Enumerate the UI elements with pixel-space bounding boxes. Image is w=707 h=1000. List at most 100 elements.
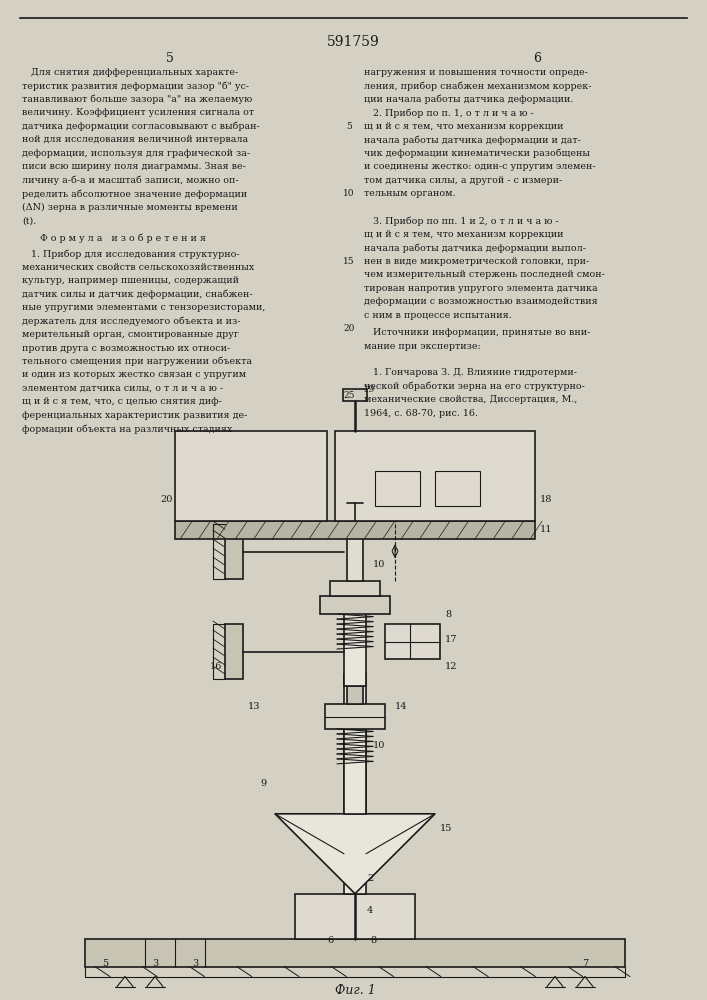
Text: 2: 2	[367, 874, 373, 883]
Text: мерительный орган, смонтированные друг: мерительный орган, смонтированные друг	[22, 330, 239, 339]
Bar	[375, 471, 420, 506]
Text: ные упругими элементами с тензорезисторами,: ные упругими элементами с тензорезистора…	[22, 303, 265, 312]
Text: деформации, используя для графической за-: деформации, используя для графической за…	[22, 149, 250, 158]
Text: и один из которых жестко связан с упругим: и один из которых жестко связан с упруги…	[22, 370, 246, 379]
Text: личину а-б-а и масштаб записи, можно оп-: личину а-б-а и масштаб записи, можно оп-	[22, 176, 239, 185]
Text: ределить абсолютное значение деформации: ределить абсолютное значение деформации	[22, 189, 247, 199]
Text: начала работы датчика деформации и дат-: начала работы датчика деформации и дат-	[364, 135, 581, 145]
Bar	[335, 431, 535, 521]
Text: начала работы датчика деформации выпол-: начала работы датчика деформации выпол-	[364, 243, 586, 253]
Text: тельного смещения при нагружении объекта: тельного смещения при нагружении объекта	[22, 357, 252, 366]
Bar	[295, 894, 415, 939]
Bar	[385, 624, 440, 659]
Text: том датчика силы, а другой - с измери-: том датчика силы, а другой - с измери-	[364, 176, 562, 185]
Text: культур, например пшеницы, содержащий: культур, например пшеницы, содержащий	[22, 276, 239, 285]
Text: 4: 4	[367, 906, 373, 915]
Text: 9: 9	[260, 779, 266, 788]
Text: датчика деформации согласовывают с выбран-: датчика деформации согласовывают с выбра…	[22, 122, 259, 131]
Text: 14: 14	[395, 702, 407, 711]
Text: Фиг. 1: Фиг. 1	[334, 984, 375, 997]
Bar	[225, 624, 243, 679]
Text: 16: 16	[210, 662, 223, 671]
Bar	[85, 939, 625, 967]
Text: против друга с возможностью их относи-: против друга с возможностью их относи-	[22, 344, 230, 353]
Text: ции начала работы датчика деформации.: ции начала работы датчика деформации.	[364, 95, 573, 104]
Bar	[175, 521, 535, 539]
Text: 8: 8	[445, 610, 451, 619]
Text: датчик силы и датчик деформации, снабжен-: датчик силы и датчик деформации, снабжен…	[22, 290, 252, 299]
Text: щ и й с я тем, что механизм коррекции: щ и й с я тем, что механизм коррекции	[364, 230, 563, 239]
Text: 20: 20	[344, 324, 355, 333]
Text: 2. Прибор по п. 1, о т л и ч а ю -: 2. Прибор по п. 1, о т л и ч а ю -	[364, 108, 534, 118]
Text: нагружения и повышения точности опреде-: нагружения и повышения точности опреде-	[364, 68, 588, 77]
Text: 13: 13	[247, 702, 260, 711]
Text: формации объекта на различных стадиях: формации объекта на различных стадиях	[22, 424, 233, 434]
Text: 25: 25	[344, 391, 355, 400]
Text: 5: 5	[102, 959, 108, 968]
Text: Ф о р м у л а   и з о б р е т е н и я: Ф о р м у л а и з о б р е т е н и я	[40, 234, 206, 243]
Bar	[347, 521, 363, 581]
Bar	[344, 674, 366, 894]
Text: 19: 19	[363, 385, 375, 394]
Text: 5: 5	[346, 122, 352, 131]
Text: (ΔN) зерна в различные моменты времени: (ΔN) зерна в различные моменты времени	[22, 203, 238, 212]
Text: с ним в процессе испытания.: с ним в процессе испытания.	[364, 311, 512, 320]
Text: ческой обработки зерна на его структурно-: ческой обработки зерна на его структурно…	[364, 382, 585, 391]
Text: 5: 5	[166, 52, 174, 65]
Text: ной для исследования величиной интервала: ной для исследования величиной интервала	[22, 135, 248, 144]
Text: 1. Прибор для исследования структурно-: 1. Прибор для исследования структурно-	[22, 249, 240, 259]
Text: 10: 10	[373, 741, 385, 750]
Text: 12: 12	[445, 662, 457, 671]
Text: нен в виде микрометрической головки, при-: нен в виде микрометрической головки, при…	[364, 257, 589, 266]
Text: 17: 17	[445, 635, 457, 644]
Text: щ и й с я тем, что механизм коррекции: щ и й с я тем, что механизм коррекции	[364, 122, 563, 131]
Text: держатель для исследуемого объекта и из-: держатель для исследуемого объекта и из-	[22, 317, 240, 326]
Text: 6: 6	[533, 52, 541, 65]
Text: 10: 10	[373, 560, 385, 569]
Text: 3: 3	[192, 959, 198, 968]
Text: 7: 7	[582, 959, 588, 968]
Text: танавливают больше зазора "а" на желаемую: танавливают больше зазора "а" на желаему…	[22, 95, 252, 104]
Text: 1964, с. 68-70, рис. 16.: 1964, с. 68-70, рис. 16.	[364, 409, 478, 418]
Text: 20: 20	[160, 495, 173, 504]
Text: 15: 15	[343, 257, 355, 266]
Bar	[325, 704, 385, 729]
Text: механических свойств сельскохозяйственных: механических свойств сельскохозяйственны…	[22, 263, 255, 272]
Text: Для снятия дифференциальных характе-: Для снятия дифференциальных характе-	[22, 68, 238, 77]
Text: писи всю ширину поля диаграммы. Зная ве-: писи всю ширину поля диаграммы. Зная ве-	[22, 162, 246, 171]
Text: элементом датчика силы, о т л и ч а ю -: элементом датчика силы, о т л и ч а ю -	[22, 384, 223, 393]
Text: 1. Гончарова З. Д. Влияние гидротерми-: 1. Гончарова З. Д. Влияние гидротерми-	[364, 368, 577, 377]
Text: 6: 6	[327, 936, 333, 945]
Text: 18: 18	[540, 495, 552, 504]
Text: тирован напротив упругого элемента датчика: тирован напротив упругого элемента датчи…	[364, 284, 597, 293]
Text: ления, прибор снабжен механизмом коррек-: ления, прибор снабжен механизмом коррек-	[364, 81, 592, 91]
Text: механические свойства, Диссертация, М.,: механические свойства, Диссертация, М.,	[364, 395, 578, 404]
Text: теристик развития деформации зазор "б" ус-: теристик развития деформации зазор "б" у…	[22, 81, 249, 91]
Bar	[320, 596, 390, 614]
Text: 3. Прибор по пп. 1 и 2, о т л и ч а ю -: 3. Прибор по пп. 1 и 2, о т л и ч а ю -	[364, 216, 559, 226]
Bar	[344, 729, 366, 814]
Bar	[347, 686, 363, 704]
Bar	[343, 389, 367, 401]
Text: 11: 11	[540, 525, 552, 534]
Bar	[435, 471, 480, 506]
Text: тельным органом.: тельным органом.	[364, 189, 455, 198]
Text: 10: 10	[344, 189, 355, 198]
Text: деформации с возможностью взаимодействия: деформации с возможностью взаимодействия	[364, 297, 597, 306]
Text: ференциальных характеристик развития де-: ференциальных характеристик развития де-	[22, 411, 247, 420]
Text: 591759: 591759	[327, 35, 380, 49]
Bar	[175, 431, 327, 521]
Bar	[330, 581, 380, 596]
Text: величину. Коэффициент усиления сигнала от: величину. Коэффициент усиления сигнала о…	[22, 108, 254, 117]
Text: (t).: (t).	[22, 216, 36, 225]
Text: Источники информации, принятые во вни-: Источники информации, принятые во вни-	[364, 328, 590, 337]
Text: щ и й с я тем, что, с целью снятия диф-: щ и й с я тем, что, с целью снятия диф-	[22, 397, 222, 406]
Bar	[344, 596, 366, 686]
Polygon shape	[275, 814, 435, 894]
Text: 15: 15	[440, 824, 452, 833]
Text: 3: 3	[152, 959, 158, 968]
Text: мание при экспертизе:: мание при экспертизе:	[364, 342, 481, 351]
Bar	[225, 524, 243, 579]
Text: чик деформации кинематически разобщены: чик деформации кинематически разобщены	[364, 149, 590, 158]
Text: и соединены жестко: один-с упругим элемен-: и соединены жестко: один-с упругим элеме…	[364, 162, 595, 171]
